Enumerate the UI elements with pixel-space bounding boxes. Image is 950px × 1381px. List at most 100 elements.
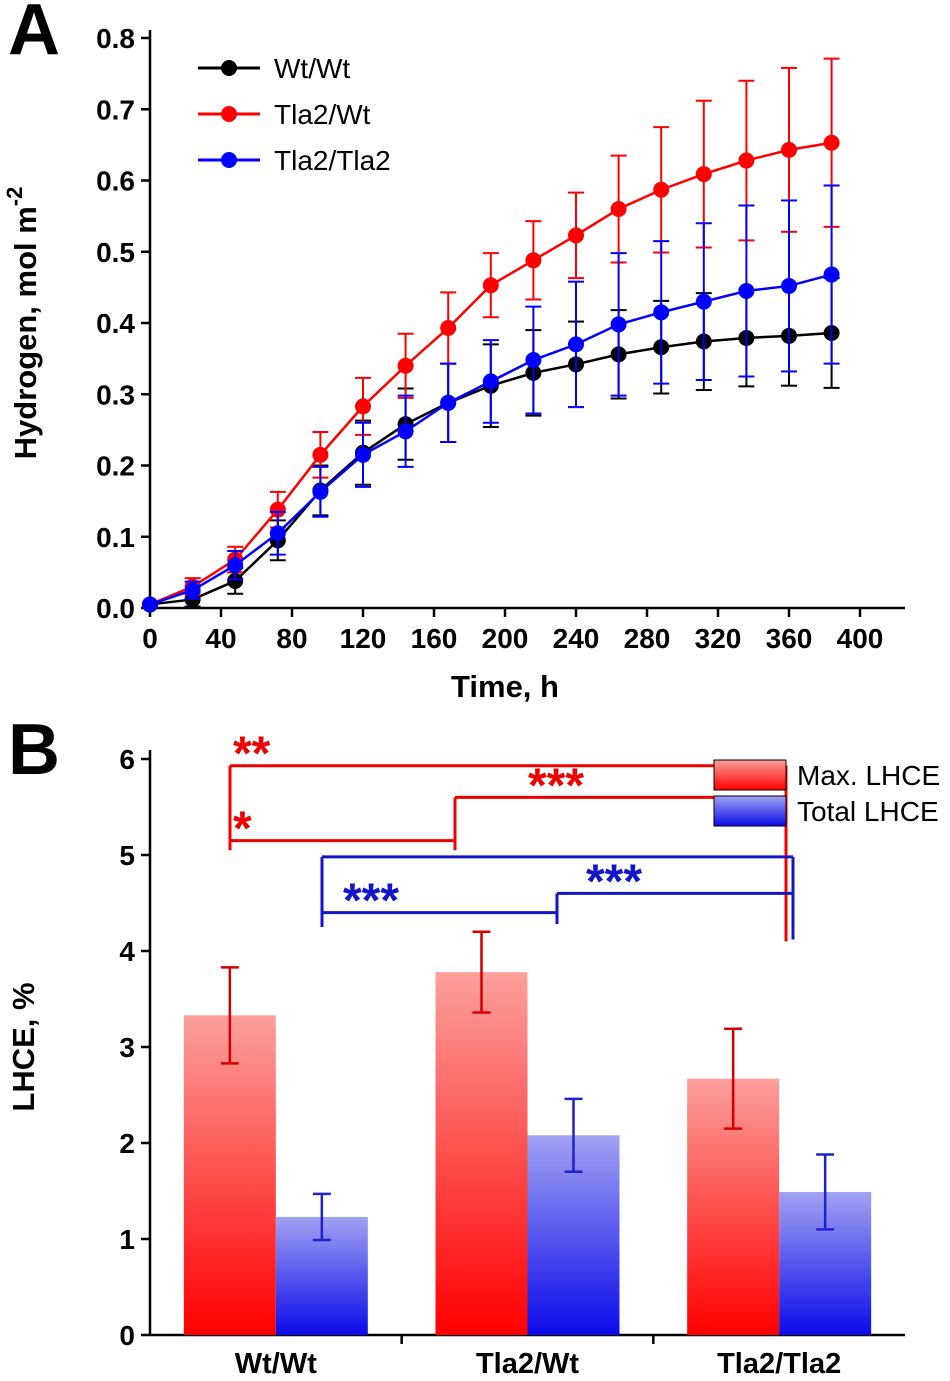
panel-a-plot-area: 0 40 80 120 160 200 240 280 320 360 400 0.0 0.1 0.2 0.… [96, 23, 905, 654]
data-point [568, 336, 584, 353]
y-tick-label: 3 [119, 1032, 135, 1063]
data-point [440, 394, 457, 411]
significance-label: *** [528, 759, 584, 812]
data-point [568, 227, 584, 244]
data-point [823, 134, 840, 151]
data-point [355, 446, 371, 463]
legend-label: Max. LHCE [797, 760, 940, 791]
x-tick-label: 240 [553, 623, 600, 654]
data-point [653, 181, 670, 198]
legend-marker [221, 152, 237, 168]
y-tick-label: 0.3 [96, 379, 135, 410]
significance-bracket [320, 855, 795, 940]
series-Wt/Wt [142, 277, 840, 613]
data-point [269, 501, 286, 518]
bar-max-1 [435, 972, 528, 1335]
data-point [525, 352, 542, 369]
series-Tla2/Tla2 [142, 184, 840, 613]
y-axis-title-superscript: -2 [2, 187, 27, 207]
data-point [312, 483, 329, 500]
y-tick-label: 5 [119, 840, 135, 871]
x-tick-label: 160 [411, 623, 458, 654]
data-point [184, 582, 201, 599]
x-tick-label: 360 [766, 623, 813, 654]
panel-a-y-axis-title: Hydrogen, mol m-2 [2, 187, 43, 460]
x-tick-label: 320 [695, 623, 742, 654]
data-point [269, 525, 286, 542]
significance-label: *** [343, 875, 399, 928]
panel-a-plot: 0 40 80 120 160 200 240 280 320 360 400 0.0 0.1 0.2 0.… [2, 23, 905, 704]
data-point [397, 357, 414, 374]
significance-bracket: *** [322, 875, 557, 928]
legend-label: Wt/Wt [274, 53, 350, 84]
legend-item-max-lhce: Max. LHCE [713, 759, 940, 791]
data-point [653, 304, 670, 321]
data-point [482, 373, 499, 390]
data-point [312, 446, 329, 463]
data-point [525, 252, 542, 269]
data-point [781, 277, 797, 294]
data-point [610, 316, 627, 333]
legend-marker [221, 60, 237, 76]
y-tick-label: 0.5 [96, 237, 135, 268]
legend-swatch-max [713, 759, 787, 791]
data-point [610, 201, 627, 217]
y-tick-label: 4 [119, 936, 135, 967]
y-tick-label: 0.2 [96, 451, 135, 482]
data-point [781, 141, 797, 158]
x-tick-label: 400 [837, 623, 884, 654]
legend-label: Total LHCE [797, 796, 939, 827]
data-point [695, 166, 712, 183]
y-tick-label: 6 [119, 744, 135, 775]
data-point [440, 319, 457, 336]
legend-item-wtwt: Wt/Wt [198, 53, 350, 84]
panel-b: B 0 1 2 3 4 5 6 Wt/Wt Tla2/Wt Tla2/Tla2 ** *** * *** *… [0, 710, 950, 1381]
legend-item-tla2tla2: Tla2/Tla2 [198, 145, 391, 176]
significance-label: * [233, 803, 252, 856]
data-point [738, 282, 755, 299]
data-point [695, 293, 712, 310]
panel-b-legend: Max. LHCE Total LHCE [713, 759, 940, 827]
y-tick-label: 0.4 [96, 308, 135, 339]
legend-item-total-lhce: Total LHCE [713, 795, 939, 827]
y-tick-label: 0.8 [96, 23, 135, 54]
panel-a-legend: Wt/Wt Tla2/Wt Tla2/Tla2 [198, 53, 391, 176]
legend-label: Tla2/Wt [274, 99, 371, 130]
panel-a-x-axis-title: Time, h [451, 669, 559, 704]
legend-swatch-total [713, 795, 787, 827]
y-tick-label: 0.1 [96, 522, 135, 553]
x-tick-label: 80 [276, 623, 307, 654]
panel-a-label: A [8, 0, 60, 70]
data-point [142, 596, 158, 613]
category-label: Tla2/Tla2 [717, 1348, 841, 1380]
y-tick-label: 0.6 [96, 166, 135, 197]
data-point [227, 572, 244, 589]
series-line [149, 273, 832, 606]
data-point [482, 277, 499, 294]
series-Tla2/Wt [142, 57, 840, 613]
significance-label: ** [233, 728, 271, 781]
data-point [355, 398, 371, 415]
x-tick-label: 280 [624, 623, 671, 654]
y-tick-label: 2 [119, 1128, 135, 1159]
panel-a: A 0 40 80 120 160 200 240 280 320 360 400 0.0 0.1 0.2… [2, 0, 905, 704]
legend-marker [221, 106, 237, 122]
data-point [227, 557, 244, 574]
y-tick-label: 0 [119, 1320, 135, 1351]
y-tick-label: 0.7 [96, 94, 135, 125]
significance-bracket: * [230, 803, 455, 856]
category-label: Wt/Wt [235, 1348, 317, 1380]
y-axis-title-text: Hydrogen, mol m [8, 206, 43, 459]
x-tick-label: 0 [142, 623, 158, 654]
data-point [823, 266, 840, 283]
bar-max-0 [183, 1015, 276, 1335]
legend-label: Tla2/Tla2 [274, 145, 391, 176]
significance-label: *** [586, 855, 642, 908]
data-point [738, 152, 755, 169]
x-tick-label: 40 [205, 623, 236, 654]
x-tick-label: 120 [340, 623, 387, 654]
category-label: Tla2/Wt [476, 1348, 579, 1380]
